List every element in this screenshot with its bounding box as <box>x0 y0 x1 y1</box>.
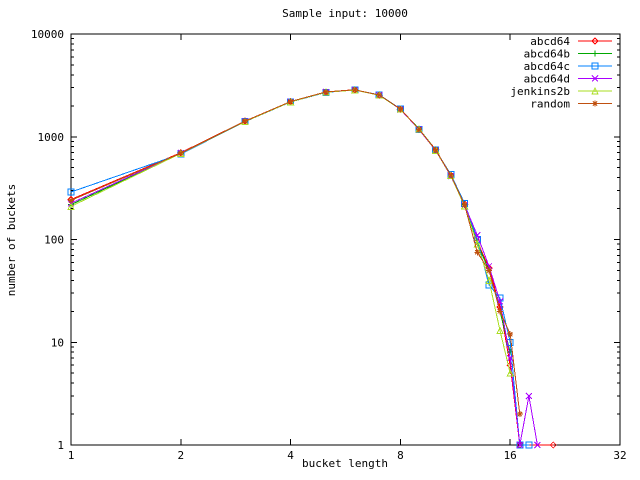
marker-asterisk <box>474 249 481 256</box>
marker-triangle <box>473 240 482 248</box>
marker-triangle <box>67 202 75 210</box>
legend-label-abcd64d: abcd64d <box>524 73 570 86</box>
marker-triangle <box>496 326 504 335</box>
axis-tick-labels: 1 2 4 8 16 32 1 10 100 1000 10000 <box>31 28 627 462</box>
y-tick-label-10: 10 <box>51 336 64 349</box>
data-series <box>67 85 557 449</box>
marker-asterisk <box>287 98 294 105</box>
marker-cross <box>534 441 541 449</box>
legend-entry-abcd64d: abcd64d <box>524 73 612 86</box>
marker-diamond <box>591 37 599 45</box>
series-abcd64 <box>67 85 557 449</box>
marker-asterisk <box>461 201 468 208</box>
x-tick-label-2: 2 <box>177 449 184 462</box>
x-axis-label: bucket length <box>302 457 388 470</box>
series-line-abcd64b <box>70 89 511 353</box>
x-tick-label-4: 4 <box>287 449 294 462</box>
marker-asterisk <box>68 197 74 204</box>
marker-asterisk <box>507 331 514 338</box>
legend-entry-abcd64c: abcd64c <box>524 60 612 73</box>
marker-plus <box>592 50 598 57</box>
legend: abcd64abcd64babcd64cabcd64djenkins2brand… <box>510 35 612 111</box>
y-tick-label-10000: 10000 <box>31 28 64 41</box>
series-random <box>68 86 523 418</box>
marker-triangle <box>506 369 515 377</box>
legend-label-abcd64: abcd64 <box>530 35 570 48</box>
legend-label-abcd64c: abcd64c <box>524 60 570 73</box>
legend-entry-jenkins2b: jenkins2b <box>510 85 612 98</box>
y-tick-label-100: 100 <box>44 234 64 247</box>
series-jenkins2b <box>67 85 515 377</box>
marker-cross <box>506 354 514 362</box>
x-tick-label-16: 16 <box>504 449 517 462</box>
marker-asterisk <box>351 86 358 93</box>
marker-asterisk <box>486 267 493 274</box>
marker-diamond <box>549 441 557 449</box>
x-tick-label-8: 8 <box>397 449 404 462</box>
legend-entry-random: random <box>530 98 612 111</box>
marker-square <box>525 441 533 449</box>
marker-square <box>591 62 599 70</box>
axis-ticks <box>70 33 621 446</box>
marker-asterisk <box>397 105 404 112</box>
marker-asterisk <box>322 88 329 95</box>
marker-asterisk <box>592 100 598 107</box>
marker-asterisk <box>432 147 439 154</box>
y-tick-label-1: 1 <box>57 439 64 452</box>
marker-triangle <box>485 276 493 284</box>
legend-entry-abcd64: abcd64 <box>530 35 612 48</box>
legend-label-random: random <box>530 98 570 111</box>
marker-triangle <box>591 86 599 95</box>
marker-asterisk <box>416 126 423 133</box>
marker-asterisk <box>376 91 383 98</box>
x-tick-label-32: 32 <box>613 449 626 462</box>
marker-square <box>67 188 75 196</box>
marker-cross <box>525 392 533 400</box>
series-line-abcd64c <box>70 89 529 446</box>
series-abcd64b <box>68 86 514 356</box>
legend-entry-abcd64b: abcd64b <box>524 48 612 61</box>
series-line-abcd64d <box>70 89 538 446</box>
series-abcd64c <box>67 86 533 449</box>
marker-asterisk <box>496 308 503 315</box>
marker-asterisk <box>177 150 184 157</box>
series-line-random <box>70 89 521 415</box>
chart-title: Sample input: 10000 <box>282 7 408 20</box>
series-abcd64d <box>67 86 541 449</box>
marker-cross <box>516 441 524 449</box>
marker-asterisk <box>242 118 249 125</box>
marker-asterisk <box>516 411 523 418</box>
legend-label-jenkins2b: jenkins2b <box>510 85 570 98</box>
series-line-jenkins2b <box>70 89 511 374</box>
series-line-abcd64 <box>70 89 554 446</box>
marker-asterisk <box>447 172 454 179</box>
legend-label-abcd64b: abcd64b <box>524 48 570 61</box>
y-tick-label-1000: 1000 <box>38 131 65 144</box>
y-axis-label: number of buckets <box>5 184 18 297</box>
marker-cross <box>591 75 599 82</box>
x-tick-label-1: 1 <box>68 449 75 462</box>
